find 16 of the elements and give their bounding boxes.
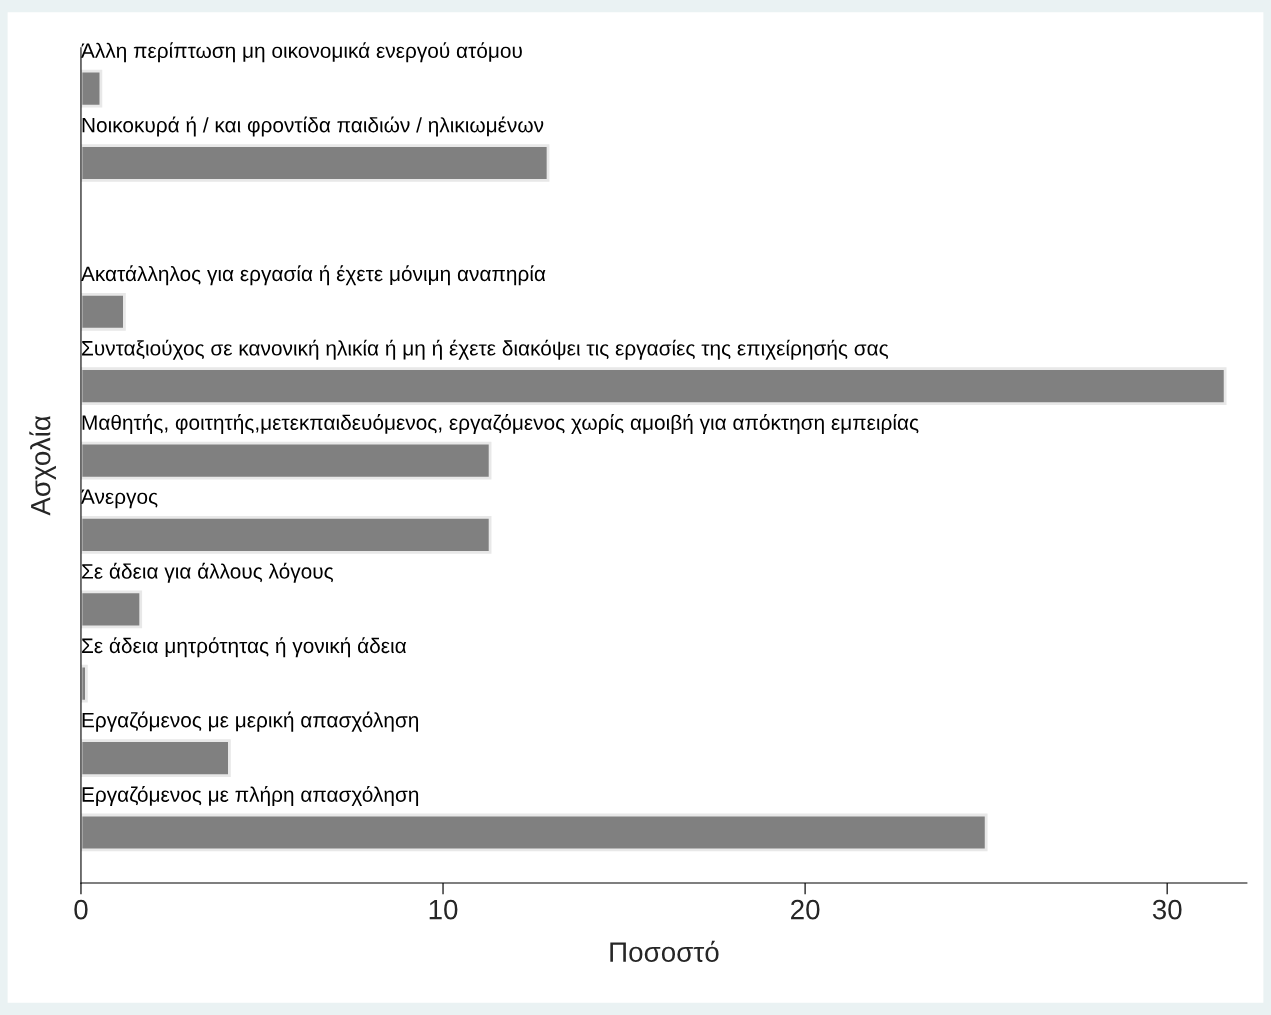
x-tick-label: 10: [429, 899, 458, 920]
x-tick-label: 0: [74, 899, 88, 920]
y-tick-label: Ακατάλληλος για εργασία ή έχετε μόνιμη αναπηρία: [81, 265, 546, 286]
y-axis-title: Ασχολία: [29, 415, 56, 516]
y-tick-label: Νοικοκυρά ή / και φροντίδα παιδιών / ηλικιωμένων: [82, 116, 544, 137]
y-tick-label: Συνταξιούχος σε κανονική ηλικία ή μη ή έχετε διακόψει τις εργασίες της επιχείρησής σας: [82, 339, 889, 360]
y-tick-label: Σε άδεια μητρότητας ή γονική άδεια: [82, 637, 407, 658]
y-tick-label: Σε άδεια για άλλους λόγους: [82, 562, 334, 583]
x-tick-label: 20: [791, 899, 820, 920]
y-tick-label: Μαθητής, φοιτητής,μετεκπαιδευόμενος, εργαζόμενος χωρίς αμοιβή για απόκτηση εμπειρίας: [82, 414, 919, 435]
y-tick-label: Άλλη περίπτωση μη οικονομικά ενεργού ατόμου: [81, 42, 522, 63]
y-tick-label: Εργαζόμενος με πλήρη απασχόληση: [82, 786, 419, 807]
x-tick-label: 30: [1152, 899, 1182, 920]
x-axis-title: Ποσοστό: [610, 940, 719, 962]
y-tick-label: Άνεργος: [81, 489, 158, 509]
y-tick-label: Εργαζόμενος με μερική απασχόληση: [82, 711, 419, 732]
